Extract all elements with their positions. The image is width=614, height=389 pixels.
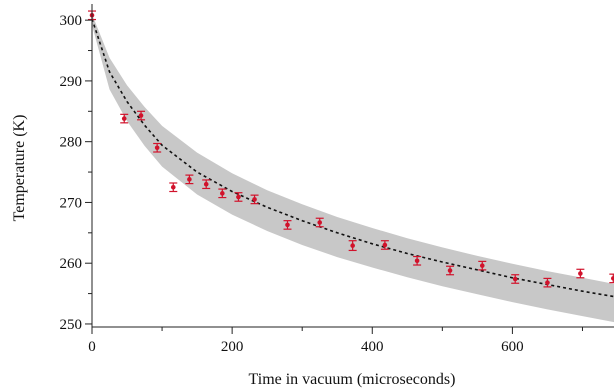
y-axis-title: Temperature (K)	[11, 115, 28, 222]
point-marker	[545, 280, 550, 285]
data-point	[543, 277, 552, 288]
data-point	[446, 265, 455, 276]
x-axis-title: Time in vacuum (microseconds)	[249, 371, 456, 388]
x-tick-label: 0	[88, 339, 96, 355]
point-marker	[317, 220, 323, 225]
point-marker	[414, 258, 420, 264]
data-point	[137, 110, 146, 121]
data-point	[169, 182, 178, 193]
point-marker	[220, 191, 225, 196]
point-marker	[252, 197, 257, 202]
point-marker	[382, 242, 388, 248]
y-tick-label: 280	[60, 135, 83, 151]
data-point	[185, 174, 194, 185]
x-axis-ticks: 0 200 400 600	[88, 327, 583, 355]
point-marker	[203, 181, 209, 187]
x-tick-label: 600	[501, 339, 524, 355]
data-point	[380, 240, 389, 250]
data-point	[478, 260, 487, 271]
point-marker	[121, 116, 127, 121]
point-marker	[187, 177, 192, 182]
x-tick-label: 200	[221, 339, 244, 355]
y-tick-label: 250	[60, 317, 83, 333]
point-marker	[138, 113, 144, 118]
data-point	[153, 142, 162, 153]
data-point	[250, 194, 259, 205]
y-tick-label: 270	[60, 195, 83, 211]
y-tick-label: 300	[60, 13, 83, 29]
uncertainty-band	[92, 14, 614, 323]
point-marker	[611, 276, 614, 281]
point-marker	[154, 145, 160, 151]
data-point	[234, 192, 243, 202]
y-tick-label: 290	[60, 74, 83, 90]
data-point	[609, 273, 614, 284]
point-marker	[447, 268, 453, 273]
point-marker	[350, 243, 355, 248]
point-marker	[236, 194, 241, 200]
point-marker	[285, 222, 290, 228]
data-point	[202, 179, 211, 190]
point-marker	[479, 263, 485, 268]
data-point	[315, 217, 324, 228]
y-axis-ticks: 250 260 270 280 290 300	[60, 13, 92, 333]
data-point	[218, 188, 227, 199]
point-marker	[512, 276, 518, 282]
data-point	[283, 220, 292, 230]
x-tick-label: 400	[361, 339, 384, 355]
data-point	[576, 268, 585, 279]
data-points	[88, 10, 614, 288]
data-point	[511, 274, 520, 284]
data-point	[413, 255, 422, 266]
point-marker	[170, 184, 176, 190]
plot-area	[88, 10, 614, 323]
data-point	[120, 113, 129, 124]
y-tick-label: 260	[60, 256, 83, 272]
point-marker	[578, 271, 583, 276]
data-point	[348, 240, 357, 252]
